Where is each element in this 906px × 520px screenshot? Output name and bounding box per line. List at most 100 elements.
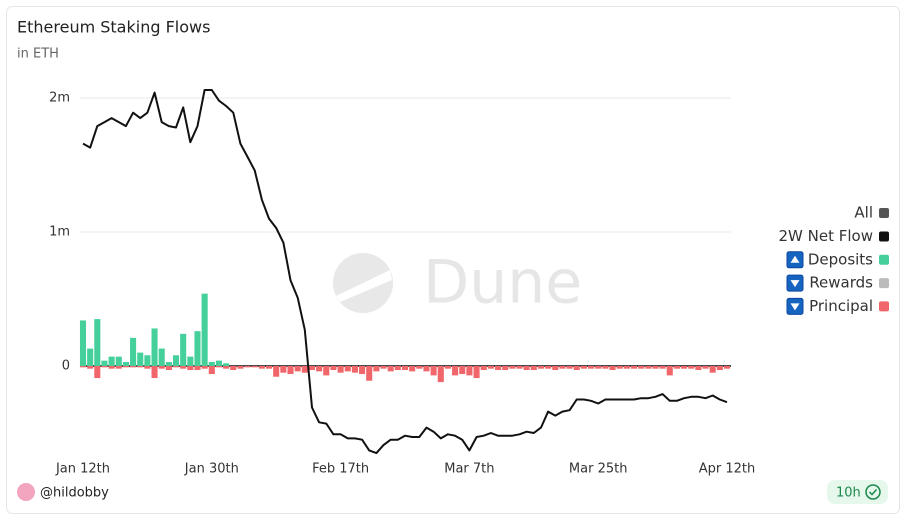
bar <box>108 356 115 366</box>
bar <box>172 366 180 368</box>
author[interactable]: @hildobby <box>40 486 109 501</box>
bar <box>280 366 287 373</box>
bar <box>251 366 258 368</box>
y-tick-label: 2m <box>49 91 70 106</box>
bar <box>559 366 566 369</box>
chart-subtitle: in ETH <box>17 47 59 62</box>
legend-swatch <box>879 278 889 289</box>
bar <box>380 366 387 369</box>
legend-swatch <box>879 208 889 218</box>
bar <box>180 333 187 366</box>
bar <box>452 366 459 376</box>
bar <box>94 366 101 379</box>
bar <box>552 366 559 371</box>
legend-label[interactable]: Deposits <box>808 250 873 268</box>
bar <box>616 366 623 369</box>
bar <box>688 366 695 369</box>
bar <box>79 320 87 366</box>
bar <box>266 366 273 369</box>
bar <box>588 366 595 369</box>
bar <box>487 366 494 369</box>
bar <box>666 366 673 376</box>
bar <box>165 361 172 366</box>
x-tick-label: Apr 12th <box>699 462 756 477</box>
bar <box>230 366 237 371</box>
legend-toggle-arrow <box>790 255 800 263</box>
bar <box>602 366 609 369</box>
legend-label[interactable]: All <box>854 204 873 222</box>
bar <box>137 366 144 368</box>
bar <box>695 366 702 371</box>
bar <box>208 361 215 366</box>
bar <box>201 293 208 366</box>
x-tick-label: Jan 12th <box>55 462 110 477</box>
bar <box>101 366 108 368</box>
bar <box>416 366 423 369</box>
bar <box>194 331 201 366</box>
bar <box>144 355 151 366</box>
bar <box>165 366 172 371</box>
legend: All 2W Net Flow Deposits Rewards Principal <box>779 204 889 315</box>
bar <box>237 366 244 369</box>
author-avatar <box>17 483 35 501</box>
bar <box>430 366 437 376</box>
y-tick-label: 1m <box>49 225 70 240</box>
bar <box>659 366 666 369</box>
bar <box>151 366 158 379</box>
bar <box>638 366 645 369</box>
bar <box>273 366 280 377</box>
bar <box>87 366 94 369</box>
refresh-check <box>868 488 878 496</box>
bar <box>194 366 201 371</box>
bar <box>351 366 358 373</box>
bar <box>623 366 630 369</box>
bar <box>301 366 308 373</box>
bar <box>673 366 680 369</box>
bar <box>723 366 731 369</box>
bar <box>244 366 251 368</box>
legend-label[interactable]: Principal <box>809 297 873 315</box>
bar <box>130 337 137 366</box>
bar <box>122 366 129 368</box>
refresh-pill[interactable] <box>827 480 888 504</box>
bar <box>223 363 230 366</box>
bar <box>101 360 108 366</box>
legend-swatch <box>879 301 889 312</box>
bar <box>573 366 580 371</box>
bar <box>437 366 444 383</box>
bar <box>158 366 165 369</box>
bar <box>330 366 337 371</box>
bar <box>494 366 502 371</box>
bar <box>373 366 380 372</box>
plot-area: 0 1m 2m Jan 12th Jan 30th Feb 17th Mar 7th Mar … <box>49 89 756 477</box>
bar <box>223 366 230 369</box>
bar <box>516 366 523 369</box>
legend-label[interactable]: Rewards <box>809 274 873 292</box>
bar <box>409 366 416 372</box>
legend-label[interactable]: 2W Net Flow <box>779 227 873 245</box>
bar <box>652 366 659 369</box>
legend-toggle-arrow <box>790 280 800 288</box>
watermark: Dune <box>423 248 582 318</box>
bar <box>645 366 652 369</box>
card-border <box>6 6 900 514</box>
bar <box>337 366 344 373</box>
legend-swatch <box>879 231 889 242</box>
bar <box>180 366 187 369</box>
bar <box>144 366 151 369</box>
bar <box>158 348 165 366</box>
bar <box>316 366 323 372</box>
bar <box>215 360 222 366</box>
bar <box>509 366 516 369</box>
bar <box>387 366 394 372</box>
bar <box>480 366 487 371</box>
bar <box>709 366 716 373</box>
bar <box>401 366 409 371</box>
bar <box>595 366 602 369</box>
bar <box>208 366 215 375</box>
bar <box>130 366 137 368</box>
bar <box>459 366 466 375</box>
bar <box>287 366 294 375</box>
bar <box>473 366 480 379</box>
